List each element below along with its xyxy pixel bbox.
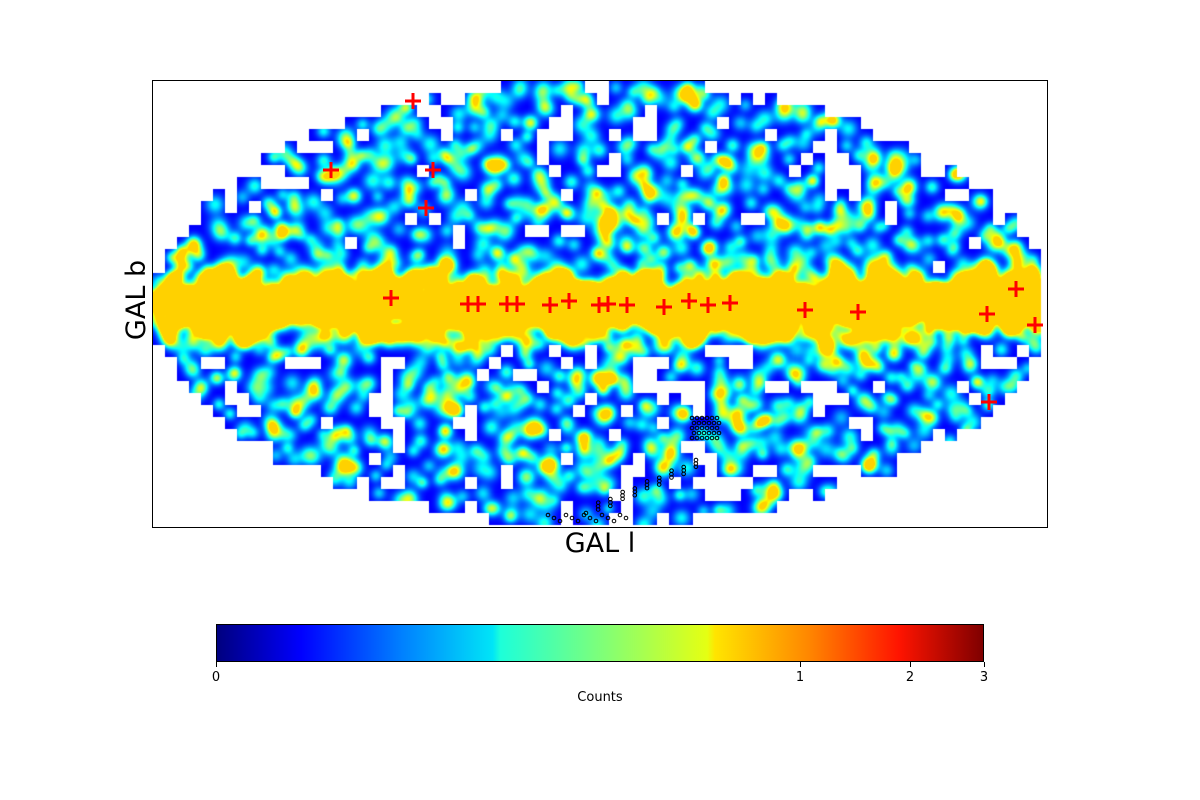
masked-point-marker bbox=[696, 420, 702, 426]
masked-point-marker bbox=[699, 425, 705, 431]
masked-point-marker bbox=[587, 515, 593, 521]
masked-point-marker bbox=[693, 461, 699, 466]
masked-point-marker bbox=[620, 489, 625, 495]
masked-point-marker bbox=[709, 425, 715, 431]
masked-point-marker bbox=[656, 475, 662, 481]
masked-point-marker bbox=[699, 415, 705, 421]
masked-point-marker bbox=[575, 518, 581, 524]
masked-point-marker bbox=[608, 496, 613, 502]
masked-point-marker bbox=[709, 435, 715, 441]
source-plus-marker bbox=[979, 306, 995, 322]
masked-point-marker bbox=[644, 479, 650, 484]
source-plus-marker bbox=[542, 297, 558, 313]
masked-point-marker bbox=[689, 425, 695, 431]
colorbar-label: Counts bbox=[577, 690, 623, 705]
masked-point-marker bbox=[691, 420, 697, 426]
colorbar-tick-label: 2 bbox=[905, 670, 915, 685]
masked-point-marker bbox=[681, 471, 686, 477]
masked-point-marker bbox=[669, 468, 674, 473]
masked-point-marker bbox=[706, 430, 712, 436]
source-plus-marker bbox=[509, 296, 525, 312]
source-plus-marker bbox=[619, 297, 635, 313]
source-plus-marker bbox=[981, 394, 997, 410]
masked-point-marker bbox=[595, 500, 601, 505]
masked-point-marker bbox=[644, 482, 650, 488]
source-plus-marker bbox=[700, 297, 716, 313]
masked-point-marker bbox=[689, 435, 695, 441]
masked-point-marker bbox=[607, 503, 613, 509]
masked-point-marker bbox=[632, 486, 638, 491]
masked-point-marker bbox=[714, 425, 720, 431]
source-plus-marker bbox=[418, 200, 434, 216]
masked-point-marker bbox=[545, 512, 551, 518]
masked-point-marker bbox=[656, 482, 662, 487]
masked-point-marker bbox=[551, 515, 557, 521]
masked-point-marker bbox=[704, 415, 710, 421]
x-axis-label: GAL l bbox=[564, 528, 636, 559]
source-plus-marker bbox=[323, 162, 339, 178]
masked-point-marker bbox=[599, 512, 605, 518]
colorbar-tick-label: 1 bbox=[795, 670, 805, 685]
source-plus-marker bbox=[600, 296, 616, 312]
source-plus-marker bbox=[561, 293, 577, 309]
source-plus-marker bbox=[656, 299, 672, 315]
source-plus-marker bbox=[470, 296, 486, 312]
masked-points-layer bbox=[545, 415, 722, 524]
masked-point-marker bbox=[632, 492, 638, 498]
masked-point-marker bbox=[701, 430, 707, 436]
masked-point-marker bbox=[701, 420, 707, 426]
masked-point-marker bbox=[623, 515, 629, 521]
masked-point-marker bbox=[714, 415, 720, 421]
masked-point-marker bbox=[611, 518, 617, 524]
source-plus-marker bbox=[405, 93, 421, 109]
source-plus-marker bbox=[797, 302, 813, 318]
y-axis-label: GAL b bbox=[121, 259, 152, 341]
masked-point-marker bbox=[557, 518, 563, 524]
masked-point-marker bbox=[704, 425, 710, 431]
source-plus-marker bbox=[1008, 281, 1024, 297]
masked-point-marker bbox=[617, 512, 623, 518]
colorbar-tick bbox=[800, 662, 801, 667]
colorbar-tick bbox=[216, 662, 217, 667]
source-plus-marker bbox=[383, 290, 399, 306]
colorbar bbox=[216, 624, 984, 662]
colorbar-tick-label: 0 bbox=[211, 670, 221, 685]
masked-point-marker bbox=[669, 471, 674, 477]
masked-point-marker bbox=[689, 415, 695, 421]
masked-point-marker bbox=[711, 420, 717, 426]
plot-frame bbox=[152, 80, 1048, 528]
masked-point-marker bbox=[704, 435, 710, 441]
masked-point-marker bbox=[694, 425, 700, 431]
masked-point-marker bbox=[716, 420, 722, 426]
masked-point-marker bbox=[716, 430, 722, 436]
source-plus-marker bbox=[722, 295, 738, 311]
source-plus-marker bbox=[425, 162, 441, 178]
masked-point-marker bbox=[563, 512, 569, 518]
masked-point-marker bbox=[696, 430, 702, 436]
masked-point-marker bbox=[581, 512, 587, 518]
masked-point-marker bbox=[693, 457, 699, 463]
source-markers-layer bbox=[323, 93, 1043, 410]
masked-point-marker bbox=[605, 515, 611, 521]
masked-point-marker bbox=[709, 415, 715, 421]
masked-point-marker bbox=[694, 415, 700, 421]
masked-point-marker bbox=[714, 435, 720, 441]
masked-point-marker bbox=[691, 430, 697, 436]
colorbar-tick-label: 3 bbox=[979, 670, 989, 685]
masked-point-marker bbox=[620, 493, 625, 498]
colorbar-tick bbox=[984, 662, 985, 667]
masked-point-marker bbox=[711, 430, 717, 436]
source-plus-marker bbox=[850, 304, 866, 320]
masked-point-marker bbox=[699, 435, 705, 441]
source-plus-marker bbox=[681, 293, 697, 309]
colorbar-tick bbox=[910, 662, 911, 667]
masked-point-marker bbox=[694, 435, 700, 441]
masked-point-marker bbox=[569, 515, 575, 521]
masked-point-marker bbox=[593, 518, 599, 524]
masked-point-marker bbox=[681, 464, 687, 470]
masked-point-marker bbox=[706, 420, 712, 426]
source-plus-marker bbox=[1027, 317, 1043, 333]
masked-point-marker bbox=[595, 503, 601, 509]
